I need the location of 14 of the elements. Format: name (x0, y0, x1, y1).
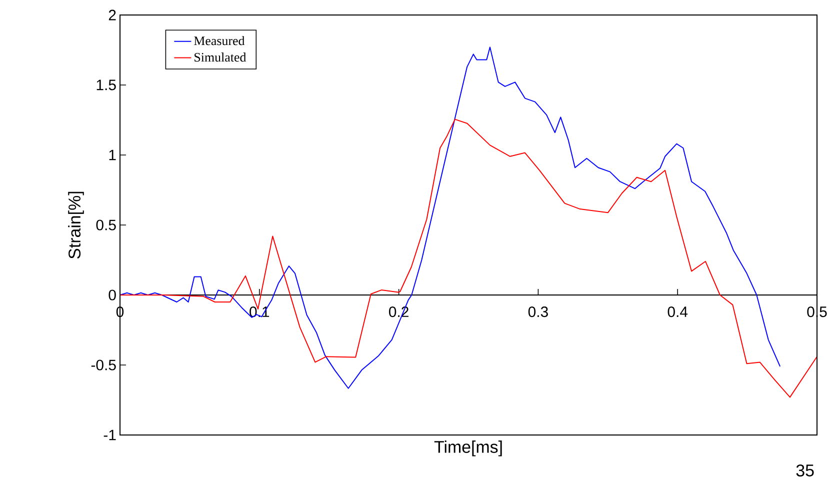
y-tick-label: 0.5 (96, 220, 116, 230)
legend-label: Measured (194, 36, 245, 46)
y-axis-title: Strain[%] (68, 192, 84, 259)
text: 35 (796, 464, 814, 476)
y-tick-label: 0 (108, 290, 116, 300)
y-tick-label: -0.5 (91, 360, 116, 370)
x-tick-label: 0.3 (528, 306, 548, 318)
y-tick-label: -1 (104, 430, 116, 440)
x-tick-label: 0.4 (668, 306, 688, 318)
y-tick-label: 2 (108, 10, 116, 20)
y-tick-label: 1 (109, 150, 116, 160)
y-tick-label: 1.5 (96, 80, 116, 90)
legend-label: Simulated (194, 52, 246, 62)
x-axis-title: Time[ms] (434, 440, 502, 456)
